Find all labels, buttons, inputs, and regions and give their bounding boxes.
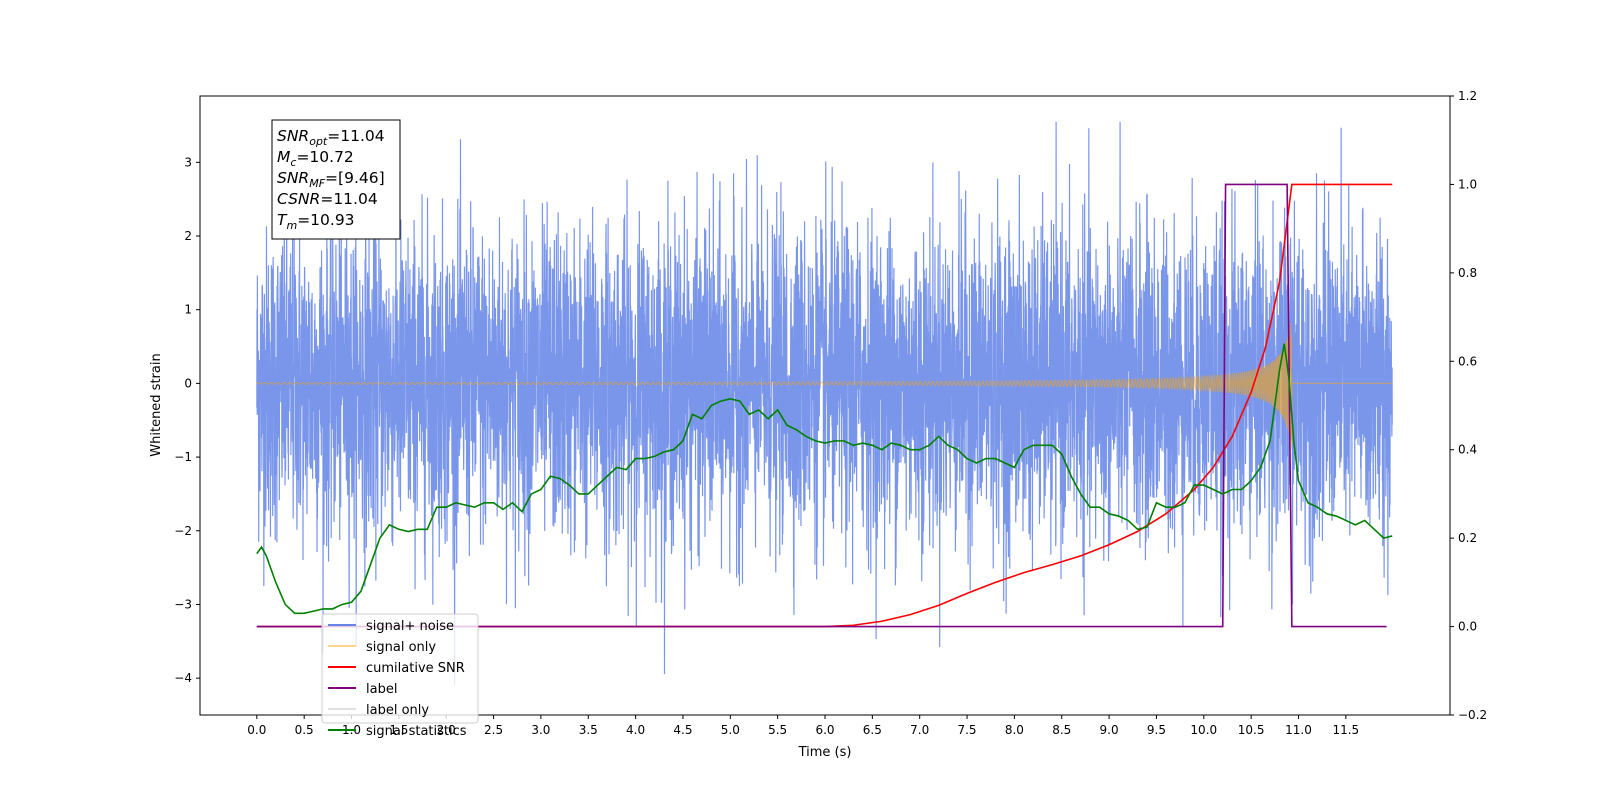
x-tick-label: 0.5 — [295, 723, 314, 737]
legend-label: label — [366, 682, 397, 697]
x-tick-label: 3.0 — [531, 723, 550, 737]
x-tick-label: 10.5 — [1238, 723, 1265, 737]
annotation-value: =11.04 — [327, 127, 384, 145]
x-tick-label: 5.5 — [768, 723, 787, 737]
annotation-symbol: M — [277, 148, 290, 166]
annotation-line: SNRMF=[9.46] — [277, 169, 385, 190]
x-tick-label: 8.5 — [1052, 723, 1071, 737]
series-line-signal-statistics — [256, 343, 1393, 615]
legend-frame — [321, 613, 479, 724]
annotation-subscript: opt — [309, 135, 328, 148]
y-right-tick-label: 1.0 — [1458, 177, 1477, 191]
legend-label: signal+ noise — [366, 619, 454, 634]
x-tick-label: 9.0 — [1100, 723, 1119, 737]
y-axis-label: Whitened strain — [149, 353, 164, 456]
y-tick-label: 2 — [184, 229, 192, 243]
x-tick-label: 2.0 — [437, 723, 456, 737]
annotation-value: =[9.46] — [325, 169, 385, 187]
legend: signal+ noise signal only cumilative SNR la… — [321, 613, 479, 739]
x-tick-label: 11.0 — [1285, 723, 1312, 737]
y-tick-label: 1 — [184, 303, 192, 317]
y-right-tick-label: 1.2 — [1458, 89, 1477, 103]
annotation-symbol: T — [277, 211, 288, 229]
annotation-symbol: CSNR — [277, 190, 320, 208]
series-line-label — [256, 183, 1387, 628]
y-right-tick-label: 0.2 — [1458, 531, 1477, 545]
y-tick-label: 0 — [184, 376, 192, 390]
annotation-subscript: MF — [309, 177, 325, 190]
legend-entry-label-only: label only — [328, 703, 429, 718]
x-tick-label: 4.0 — [626, 723, 645, 737]
legend-entry-signal-only: signal only — [328, 640, 436, 655]
annotation-line: Mc=10.72 — [277, 148, 354, 169]
annotation-subscript: m — [286, 219, 297, 232]
annotation-value: =10.93 — [297, 211, 354, 229]
y-tick-label: −1 — [174, 450, 192, 464]
series-line-signal-only — [256, 322, 1393, 449]
y-right-tick-label: 0.6 — [1458, 354, 1477, 368]
annotation-line: Tm=10.93 — [277, 211, 355, 232]
series-line-cumulative-snr — [256, 183, 1393, 628]
y-right-tick-label: 0.4 — [1458, 443, 1477, 457]
annotation-box: SNRopt=11.04Mc=10.72SNRMF=[9.46]CSNR=11.… — [271, 119, 401, 240]
y-tick-label: −4 — [174, 671, 192, 685]
annotation-line: SNRopt=11.04 — [277, 127, 385, 148]
x-tick-label: 4.5 — [673, 723, 692, 737]
annotation-subscript: c — [290, 156, 296, 169]
x-tick-label: 6.5 — [863, 723, 882, 737]
legend-entry-label: label — [328, 682, 397, 697]
x-tick-label: 11.5 — [1332, 723, 1359, 737]
y-tick-label: −3 — [174, 597, 192, 611]
y-right-tick-label: 0.8 — [1458, 266, 1477, 280]
x-tick-label: 0.0 — [247, 723, 266, 737]
legend-label: signal only — [366, 640, 436, 655]
legend-entry-signal-statistics: signal statistics — [328, 724, 467, 739]
y-tick-label: 3 — [184, 155, 192, 169]
legend-label: cumilative SNR — [366, 661, 465, 676]
x-tick-label: 1.5 — [389, 723, 408, 737]
x-tick-label: 5.0 — [721, 723, 740, 737]
x-tick-label: 7.0 — [910, 723, 929, 737]
annotation-line: CSNR=11.04 — [277, 190, 378, 208]
x-tick-label: 3.5 — [579, 723, 598, 737]
x-tick-label: 7.5 — [957, 723, 976, 737]
y-right-tick-label: −0.2 — [1458, 708, 1487, 722]
legend-entry-signal-noise: signal+ noise — [328, 619, 454, 634]
plot-area — [256, 121, 1393, 686]
annotation-symbol: SNR — [277, 127, 309, 145]
legend-label: signal statistics — [366, 724, 467, 739]
annotation-frame — [271, 119, 401, 240]
annotation-value: =11.04 — [320, 190, 377, 208]
annotation-value: =10.72 — [296, 148, 353, 166]
legend-entry-cumulative-snr: cumilative SNR — [328, 661, 465, 676]
y-tick-label: −2 — [174, 524, 192, 538]
axes: 0.0 0.5 1.0 1.5 2.0 2.5 3.0 3.5 4.0 4.5 5.0 5.5 6.0 6… — [174, 89, 1487, 737]
y-right-tick-label: 0.0 — [1458, 620, 1477, 634]
x-tick-label: 2.5 — [484, 723, 503, 737]
x-tick-label: 9.5 — [1147, 723, 1166, 737]
x-tick-label: 10.0 — [1190, 723, 1217, 737]
x-tick-label: 8.0 — [1005, 723, 1024, 737]
legend-label: label only — [366, 703, 429, 718]
annotation-symbol: SNR — [277, 169, 309, 187]
x-axis-label: Time (s) — [798, 745, 852, 760]
x-tick-label: 6.0 — [815, 723, 834, 737]
